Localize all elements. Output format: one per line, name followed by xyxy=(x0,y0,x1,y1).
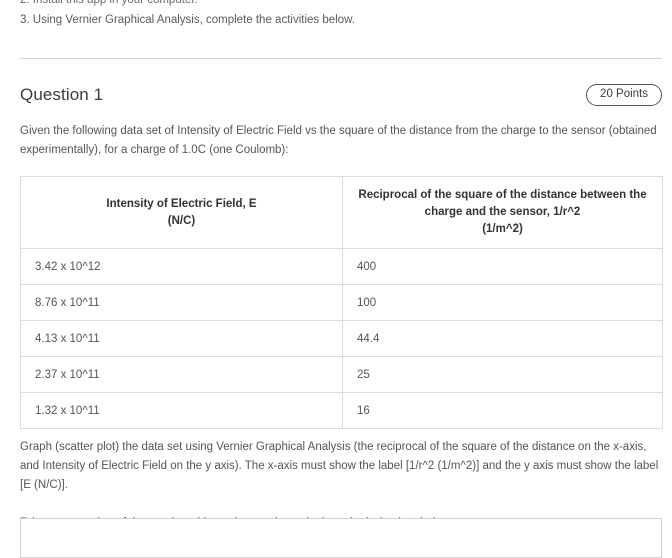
cell-reciprocal: 100 xyxy=(342,284,663,321)
column-header-intensity-line1: Intensity of Electric Field, E xyxy=(106,197,257,210)
data-table: Intensity of Electric Field, E (N/C) Rec… xyxy=(20,176,663,429)
cell-reciprocal: 44.4 xyxy=(342,320,663,357)
table-row: 1.32 x 10^11 16 xyxy=(20,392,663,429)
instruction-list: 2. Install this app in your computer. 3.… xyxy=(20,0,652,30)
column-header-reciprocal: Reciprocal of the square of the distance… xyxy=(342,176,663,249)
cell-intensity: 3.42 x 10^12 xyxy=(20,248,343,285)
graph-instruction-paragraph: Graph (scatter plot) the data set using … xyxy=(20,441,659,491)
page-title: Question 1 xyxy=(20,85,104,104)
column-header-intensity-line2: (N/C) xyxy=(167,214,196,227)
column-header-intensity: Intensity of Electric Field, E (N/C) xyxy=(20,176,343,249)
section-divider xyxy=(20,58,662,59)
table-row: 2.37 x 10^11 25 xyxy=(20,356,663,393)
cell-intensity: 1.32 x 10^11 xyxy=(20,392,343,429)
table-row: 3.42 x 10^12 400 xyxy=(20,248,663,285)
table-head: Intensity of Electric Field, E (N/C) Rec… xyxy=(20,176,663,249)
instruction-item-3: 3. Using Vernier Graphical Analysis, com… xyxy=(20,14,355,26)
table-body: 3.42 x 10^12 400 8.76 x 10^11 100 4.13 x… xyxy=(20,248,663,429)
question-prompt: Given the following data set of Intensit… xyxy=(20,125,657,156)
points-badge: 20 Points xyxy=(586,83,662,107)
cell-intensity: 8.76 x 10^11 xyxy=(20,284,343,321)
table-row: 8.76 x 10^11 100 xyxy=(20,284,663,321)
cell-reciprocal: 25 xyxy=(342,356,663,393)
cell-reciprocal: 400 xyxy=(342,248,663,285)
assignment-page: 2. Install this app in your computer. 3.… xyxy=(20,0,663,558)
question-header: Question 1 20 Points xyxy=(20,82,662,108)
instruction-item-2: 2. Install this app in your computer. xyxy=(20,0,198,6)
table-row: 4.13 x 10^11 44.4 xyxy=(20,320,663,357)
cell-intensity: 4.13 x 10^11 xyxy=(20,320,343,357)
cell-reciprocal: 16 xyxy=(342,392,663,429)
column-header-reciprocal-line3: (1/m^2) xyxy=(482,223,523,235)
column-header-reciprocal-line1: Reciprocal of the square of the distance… xyxy=(358,189,647,201)
table-header-row: Intensity of Electric Field, E (N/C) Rec… xyxy=(20,176,663,249)
column-header-reciprocal-line2: charge and the sensor, 1/r^2 xyxy=(424,206,581,218)
cell-intensity: 2.37 x 10^11 xyxy=(20,356,343,393)
submission-box[interactable] xyxy=(20,518,662,558)
